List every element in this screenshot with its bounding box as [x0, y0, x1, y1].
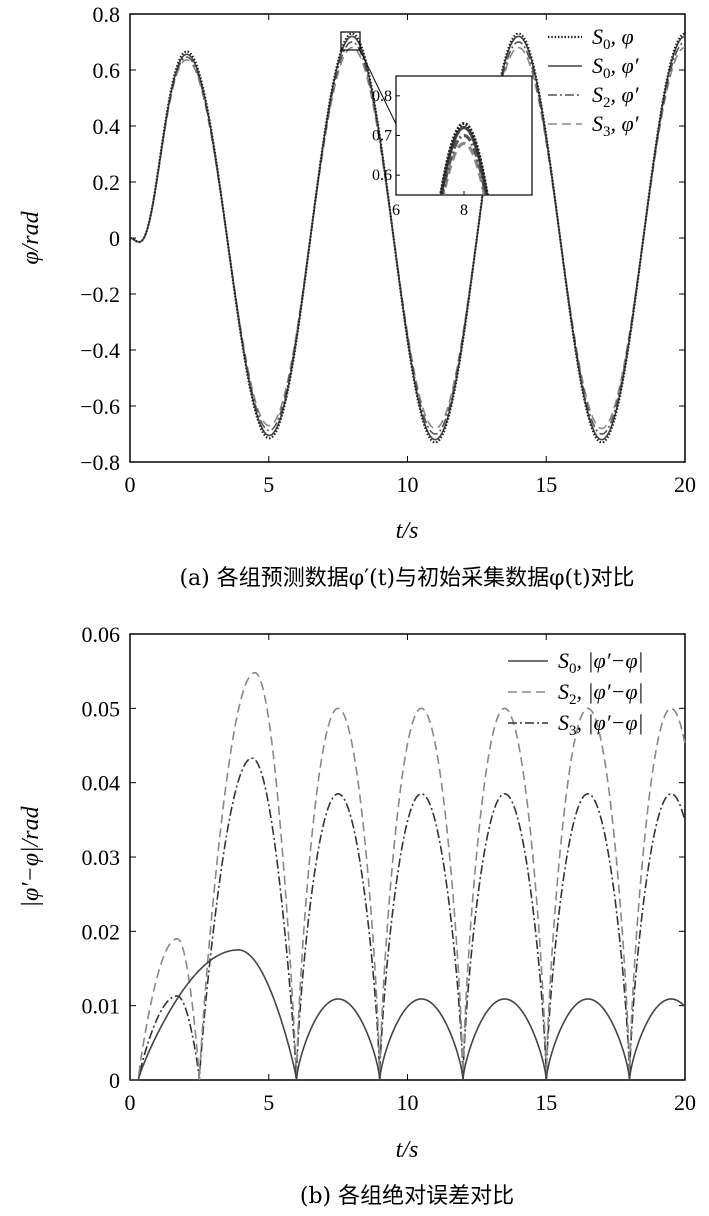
legend-label: S2, φ′ [592, 82, 640, 111]
chart-b-ytick-label: 0.05 [82, 696, 121, 721]
inset-ticks: 6 8 0.8 0.7 0.6 [372, 88, 468, 219]
chart-a-ytick-label: 0 [109, 226, 120, 251]
chart-a-ytick-label: 0.6 [93, 58, 121, 83]
chart-b-ylabel: |φ′−φ|/rad [18, 805, 44, 907]
chart-b-ytick-label: 0.06 [82, 622, 121, 647]
chart-b-ytick-label: 0.03 [82, 845, 121, 870]
legend-label: S2, |φ′−φ| [558, 679, 644, 708]
legend-label: S0, |φ′−φ| [558, 648, 644, 677]
chart-b-xtick-label: 5 [263, 1090, 274, 1115]
chart-a-ytick-label: 0.2 [93, 170, 121, 195]
chart-b-series [130, 671, 686, 1081]
chart-a-ytick-label: −0.8 [80, 450, 120, 475]
chart-a-series [129, 32, 686, 444]
chart-a-ytick-label: 0.4 [93, 114, 121, 139]
inset-series-line [439, 121, 489, 195]
inset-xtick-label: 8 [460, 202, 468, 219]
chart-a-ytick-label: −0.6 [80, 394, 120, 419]
chart-a-ytick-label: 0.8 [93, 2, 121, 27]
chart-b: 0 5 10 15 20 0.06 0.05 0.04 0.03 0.02 0.01 0 S0, |φ… [18, 622, 696, 1209]
inset-series [439, 121, 489, 195]
chart-a-legend: S0, φS0, φ′S2, φ′S3, φ′ [548, 24, 640, 140]
chart-a-ticks: 0 5 10 15 20 0.8 0.6 0.4 0.2 0 −0.2 −0.4 −0.6 −0.8 [80, 2, 696, 497]
inset-series-line [440, 133, 488, 195]
chart-b-ytick-label: 0.02 [82, 919, 121, 944]
inset-series-line [439, 125, 489, 195]
legend-label: S3, |φ′−φ| [558, 710, 644, 739]
chart-b-xtick-label: 20 [674, 1090, 696, 1115]
chart-b-ytick-label: 0.04 [82, 771, 121, 796]
chart-a-xtick-label: 5 [263, 472, 274, 497]
chart-b-ytick-label: 0.01 [82, 994, 121, 1019]
chart-b-caption: (b) 各组绝对误差对比 [300, 1184, 514, 1209]
legend-label: S0, φ [592, 24, 634, 53]
chart-b-series-line [130, 671, 686, 1081]
chart-a-ytick-label: −0.2 [80, 282, 120, 307]
chart-a-xtick-label: 15 [535, 472, 557, 497]
chart-a-ytick-label: −0.4 [80, 338, 120, 363]
inset-series-line [441, 141, 487, 195]
inset-chart: 6 8 0.8 0.7 0.6 [372, 75, 533, 219]
chart-b-legend: S0, |φ′−φ|S2, |φ′−φ|S3, |φ′−φ| [508, 648, 644, 739]
chart-b-series-line [130, 949, 686, 1081]
chart-a: 0 5 10 15 20 0.8 0.6 0.4 0.2 0 −0.2 −0.4 −0.6 −0.8 6 8… [18, 2, 696, 591]
inset-ytick-label: 0.6 [372, 167, 392, 184]
chart-b-xtick-label: 15 [535, 1090, 557, 1115]
chart-a-series-line [129, 32, 686, 444]
chart-b-series-line [130, 757, 686, 1081]
inset-ytick-label: 0.7 [372, 128, 392, 145]
chart-a-ylabel: φ/rad [18, 210, 44, 264]
chart-a-xlabel: t/s [396, 518, 419, 544]
zoom-region-box [340, 31, 361, 51]
inset-ytick-label: 0.8 [372, 88, 392, 105]
chart-b-xtick-label: 10 [397, 1090, 419, 1115]
legend-label: S3, φ′ [592, 111, 640, 140]
chart-a-xtick-label: 0 [125, 472, 136, 497]
chart-a-xtick-label: 20 [674, 472, 696, 497]
chart-b-ticks: 0 5 10 15 20 0.06 0.05 0.04 0.03 0.02 0.01 0 [82, 622, 697, 1115]
legend-label: S0, φ′ [592, 53, 640, 82]
inset-xtick-label: 6 [392, 202, 400, 219]
chart-b-xtick-label: 0 [125, 1090, 136, 1115]
chart-b-ytick-label: 0 [109, 1068, 120, 1093]
chart-a-xtick-label: 10 [397, 472, 419, 497]
chart-b-xlabel: t/s [396, 1137, 419, 1163]
chart-a-caption: (a) 各组预测数据φ′(t)与初始采集数据φ(t)对比 [179, 566, 634, 591]
zoom-connector [359, 49, 397, 125]
